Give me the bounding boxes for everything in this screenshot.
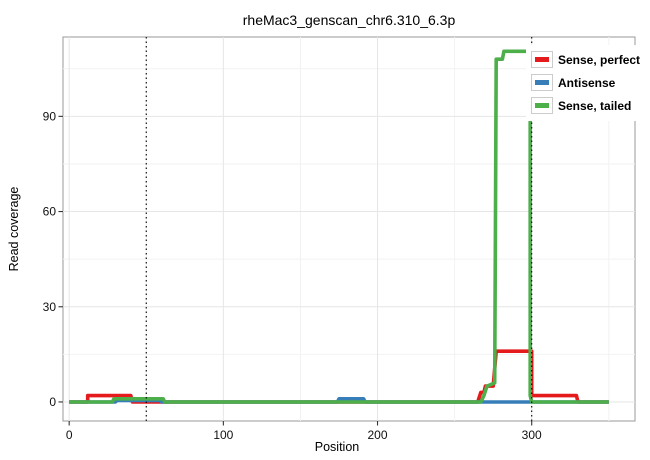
y-tick-label: 30 bbox=[43, 300, 57, 314]
legend-item: Antisense bbox=[531, 71, 640, 94]
legend-label: Sense, tailed bbox=[558, 98, 632, 113]
y-tick-label: 90 bbox=[43, 110, 57, 124]
legend-key-icon bbox=[531, 74, 553, 91]
series-line-sense-tailed bbox=[69, 49, 609, 404]
y-tick-label: 0 bbox=[49, 395, 56, 409]
legend-color-swatch bbox=[535, 103, 549, 108]
legend-key-icon bbox=[531, 51, 553, 68]
y-tick-label: 60 bbox=[43, 205, 57, 219]
legend-color-swatch bbox=[535, 80, 549, 85]
legend-item: Sense, perfect bbox=[531, 48, 640, 71]
legend-color-swatch bbox=[535, 57, 549, 62]
legend-key-icon bbox=[531, 97, 553, 114]
x-tick-label: 100 bbox=[213, 428, 233, 442]
legend: Sense, perfect Antisense Sense, tailed bbox=[526, 45, 646, 121]
chart-title: rheMac3_genscan_chr6.310_6.3p bbox=[242, 12, 456, 28]
legend-label: Sense, perfect bbox=[558, 52, 641, 67]
legend-item: Sense, tailed bbox=[531, 94, 640, 117]
x-tick-label: 300 bbox=[522, 428, 542, 442]
legend-label: Antisense bbox=[558, 75, 616, 90]
x-tick-label: 200 bbox=[368, 428, 388, 442]
x-axis-title: Position bbox=[314, 440, 360, 454]
y-axis-title: Read coverage bbox=[7, 186, 21, 272]
x-tick-label: 0 bbox=[66, 428, 73, 442]
